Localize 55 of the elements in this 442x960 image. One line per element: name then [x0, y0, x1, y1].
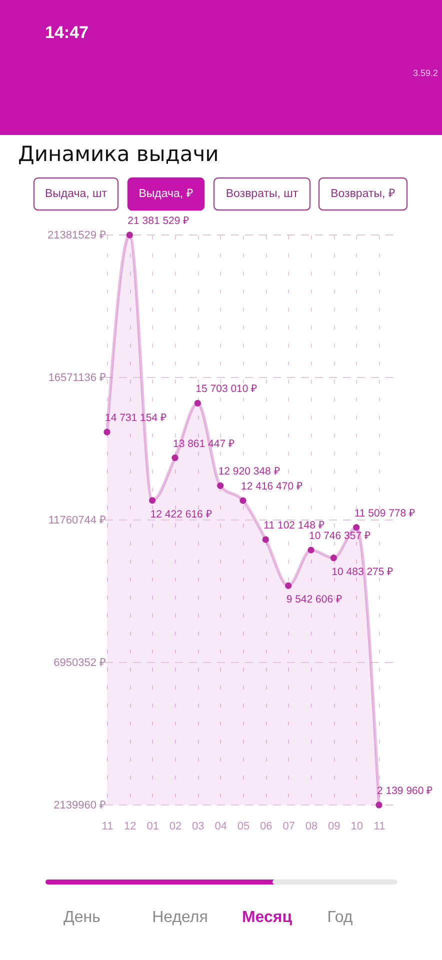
data-label: 10 483 275 ₽ [332, 566, 394, 578]
text: Выдача, ₽ [138, 188, 194, 200]
text: Выдача, шт [44, 188, 108, 200]
point [240, 497, 246, 504]
y-tick-label: 21381529 ₽ [48, 230, 106, 242]
text: Возвраты, ₽ [330, 188, 396, 200]
y-tick-label: 16571136 ₽ [48, 372, 106, 384]
point [376, 802, 382, 808]
data-label: 10 746 357 ₽ [309, 530, 370, 542]
data-label: 9 542 606 ₽ [286, 594, 342, 606]
data-label: 11 102 148 ₽ [264, 520, 324, 532]
point [308, 546, 314, 554]
data-label: 14 731 154 ₽ [105, 412, 166, 424]
x-tick-label: 02 [169, 820, 182, 832]
y-tick-label: 2139960 ₽ [54, 800, 106, 812]
point [149, 497, 156, 504]
data-label: 12 920 348 ₽ [218, 466, 280, 478]
x-tick-label: 05 [237, 820, 250, 832]
point [194, 400, 201, 407]
text: День [64, 909, 100, 926]
point [353, 524, 360, 531]
y-tick-label: 11760744 ₽ [48, 514, 106, 526]
text: 14:47 [45, 23, 88, 42]
text: Год [327, 909, 354, 926]
data-label: 12 416 470 ₽ [241, 480, 302, 493]
x-tick-label: 08 [305, 820, 318, 832]
point [172, 454, 178, 462]
text: 3.59.2 [412, 68, 438, 78]
x-tick-label: 03 [192, 820, 204, 832]
x-tick-label: 12 [124, 820, 136, 832]
data-label: 15 703 010 ₽ [196, 383, 258, 396]
x-tick-label: 11 [102, 820, 114, 832]
text: Месяц [242, 909, 292, 926]
point [104, 428, 110, 436]
x-tick-label: 10 [350, 820, 363, 832]
x-tick-label: 06 [260, 820, 272, 832]
x-tick-label: 04 [214, 820, 227, 832]
y-tick-label: 6950352 ₽ [54, 657, 106, 669]
data-label: 11 509 778 ₽ [354, 507, 416, 520]
x-tick-label: 09 [328, 820, 340, 832]
point [285, 582, 292, 590]
text: Неделя [152, 909, 208, 926]
point [262, 536, 269, 543]
point [217, 482, 224, 489]
data-label: 2 139 960 ₽ [377, 785, 433, 797]
x-tick-label: 11 [374, 820, 386, 832]
data-label: 21 381 529 ₽ [128, 215, 190, 227]
x-tick-label: 07 [282, 820, 295, 832]
chart-title: Динамика выдачи [18, 142, 219, 166]
point [126, 232, 133, 238]
x-tick-label: 01 [146, 820, 159, 832]
text: Возвраты, шт [226, 188, 299, 200]
data-label: 13 861 447 ₽ [173, 438, 234, 450]
point [330, 554, 337, 562]
data-label: 12 422 616 ₽ [150, 508, 212, 520]
